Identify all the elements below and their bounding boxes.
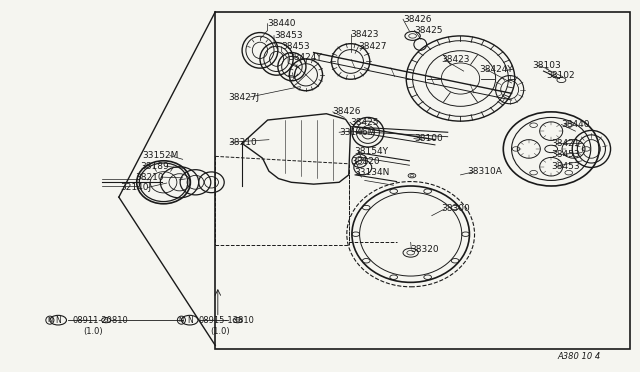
Text: 38440: 38440 [561,120,590,129]
Text: 38320: 38320 [411,244,439,253]
Text: (1.0): (1.0) [84,327,103,336]
Text: 38453: 38453 [274,31,303,40]
Bar [214,12,630,349]
Text: N: N [47,317,52,323]
Text: 38423: 38423 [351,29,379,39]
Text: 08915-13810: 08915-13810 [198,317,255,326]
Text: 38120: 38120 [351,157,380,166]
Text: (1.0): (1.0) [210,327,230,336]
Text: N: N [55,316,61,325]
Text: 38453: 38453 [551,162,580,171]
Text: 33152M: 33152M [143,151,179,160]
Text: 33134N: 33134N [354,168,389,177]
Text: 38189: 38189 [140,162,169,171]
Text: 38425: 38425 [415,26,443,35]
Text: N: N [179,317,184,323]
Text: 38100: 38100 [414,134,443,143]
Text: 08911-20810: 08911-20810 [72,317,128,326]
Text: 38427: 38427 [358,42,387,51]
Text: 38440: 38440 [268,19,296,28]
Text: 38453: 38453 [282,42,310,51]
Text: 38427J: 38427J [228,93,260,102]
Text: 38425: 38425 [350,118,378,127]
Text: 38424Y: 38424Y [479,65,513,74]
Text: 38103: 38103 [532,61,561,70]
Text: A380 10 4: A380 10 4 [557,352,601,361]
Text: 33146M: 33146M [339,128,376,137]
Text: 38426: 38426 [333,108,361,116]
Text: 38424Y: 38424Y [288,53,322,62]
Text: 38300: 38300 [442,205,470,214]
Text: 32140J: 32140J [121,183,152,192]
Text: 38426: 38426 [403,15,431,24]
Text: N: N [187,316,193,325]
Text: 38423: 38423 [442,55,470,64]
Text: 38154Y: 38154Y [354,147,388,155]
Text: 38210: 38210 [135,173,163,182]
Text: 38310A: 38310A [467,167,502,176]
Text: 38453: 38453 [551,150,580,159]
Text: 38421: 38421 [551,139,580,148]
Text: 38310: 38310 [228,138,257,147]
Text: 38102: 38102 [547,71,575,80]
